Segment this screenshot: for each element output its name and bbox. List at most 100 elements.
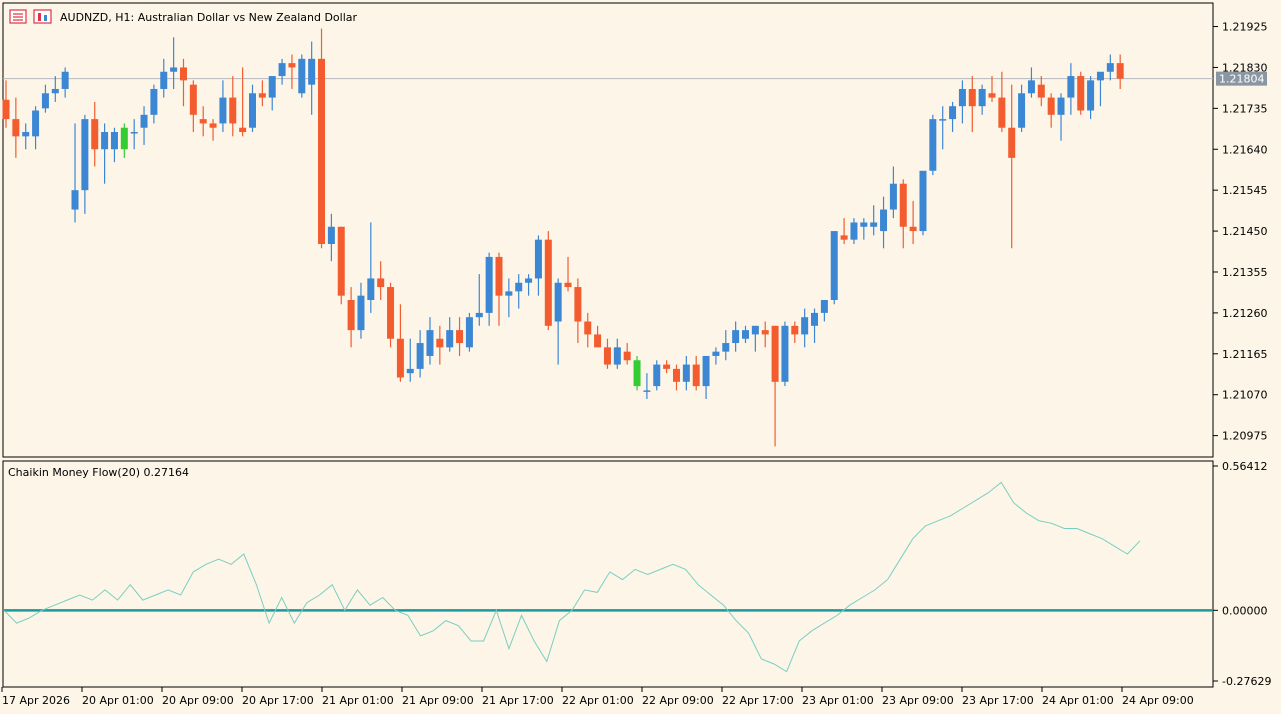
candle xyxy=(249,84,256,133)
candle xyxy=(820,299,828,322)
candle xyxy=(12,97,20,158)
candle-body xyxy=(525,278,533,283)
candle-body xyxy=(534,239,542,279)
time-tick-label: 23 Apr 09:00 xyxy=(882,694,954,707)
candle xyxy=(1057,93,1065,141)
candle-body xyxy=(949,106,957,120)
candle-body xyxy=(308,58,316,85)
candle-body xyxy=(663,364,671,369)
candle xyxy=(811,308,819,344)
candle xyxy=(199,106,207,137)
candle-body xyxy=(278,63,286,77)
candle xyxy=(71,123,79,223)
candle xyxy=(909,200,917,244)
candle-body xyxy=(71,190,79,210)
candle-body xyxy=(909,226,917,232)
candle-body xyxy=(1047,97,1055,115)
candle xyxy=(544,231,552,331)
candle xyxy=(880,196,888,249)
time-tick-label: 17 Apr 2026 xyxy=(2,694,70,707)
candle xyxy=(870,205,878,236)
candle-body xyxy=(12,119,20,137)
candle-body xyxy=(988,93,996,98)
candle xyxy=(396,304,404,382)
candle-body xyxy=(840,235,848,240)
candle-body xyxy=(899,183,907,227)
candle-body xyxy=(101,132,109,150)
candle xyxy=(554,278,562,365)
candle-body xyxy=(1087,80,1095,111)
candle-body xyxy=(722,343,730,352)
indicator-pane[interactable] xyxy=(2,460,1214,688)
candle xyxy=(850,218,858,244)
candle xyxy=(682,355,690,391)
candle-body xyxy=(702,355,710,387)
candle xyxy=(702,355,710,400)
candle-body xyxy=(623,351,631,361)
candle-body xyxy=(51,88,59,94)
candle xyxy=(613,338,621,369)
cmf-line xyxy=(3,481,1141,673)
candle-body xyxy=(1018,93,1026,128)
candle xyxy=(860,218,868,240)
candle xyxy=(179,58,187,107)
candle-body xyxy=(209,123,217,128)
candle xyxy=(643,373,651,400)
candle-body xyxy=(939,119,947,121)
candle xyxy=(722,330,730,361)
candle xyxy=(889,166,897,219)
candle xyxy=(574,278,582,344)
candle xyxy=(515,274,523,309)
indicator-tick-label: 0.00000 xyxy=(1222,604,1268,617)
main-pane[interactable] xyxy=(2,2,1214,458)
candle xyxy=(633,355,641,391)
candle xyxy=(160,58,168,98)
candle xyxy=(357,282,365,339)
candle xyxy=(446,317,454,352)
candle xyxy=(170,37,178,89)
candle-body xyxy=(742,330,749,339)
candle-body xyxy=(574,287,582,322)
candle xyxy=(258,80,266,107)
candle-body xyxy=(594,334,602,348)
list-icon[interactable] xyxy=(9,9,27,24)
time-tick-label: 23 Apr 01:00 xyxy=(802,694,874,707)
candle-body xyxy=(130,132,138,134)
candle-body xyxy=(120,127,128,150)
time-tick-label: 23 Apr 17:00 xyxy=(962,694,1034,707)
candle xyxy=(41,84,49,113)
candle xyxy=(603,338,611,369)
time-tick-label: 21 Apr 17:00 xyxy=(482,694,554,707)
time-tick-label: 21 Apr 01:00 xyxy=(322,694,394,707)
candle xyxy=(209,119,217,141)
candle-body xyxy=(229,97,237,124)
time-tick-label: 22 Apr 17:00 xyxy=(722,694,794,707)
candle-body xyxy=(377,278,385,288)
candle xyxy=(288,54,296,89)
candle xyxy=(1077,71,1085,115)
candle-body xyxy=(416,343,424,369)
candle-body xyxy=(643,390,651,392)
candle xyxy=(1106,54,1114,81)
candle xyxy=(998,71,1006,133)
candle-body xyxy=(387,287,395,339)
candle xyxy=(949,101,957,133)
chart-icon[interactable] xyxy=(33,9,52,24)
candle xyxy=(229,76,237,137)
candle xyxy=(475,274,483,326)
candle xyxy=(367,222,375,313)
candle xyxy=(830,231,838,305)
current-price-tag xyxy=(1216,71,1267,86)
candle xyxy=(219,80,227,133)
price-tick-label: 1.21260 xyxy=(1222,307,1268,320)
candle-body xyxy=(672,368,680,382)
candle xyxy=(988,76,996,102)
candle xyxy=(692,355,700,391)
price-tick-label: 1.21735 xyxy=(1222,102,1268,115)
candle-body xyxy=(919,170,927,232)
candle xyxy=(110,127,118,163)
time-tick-label: 21 Apr 09:00 xyxy=(402,694,474,707)
candle-body xyxy=(1008,127,1016,158)
candle-body xyxy=(1057,97,1065,115)
